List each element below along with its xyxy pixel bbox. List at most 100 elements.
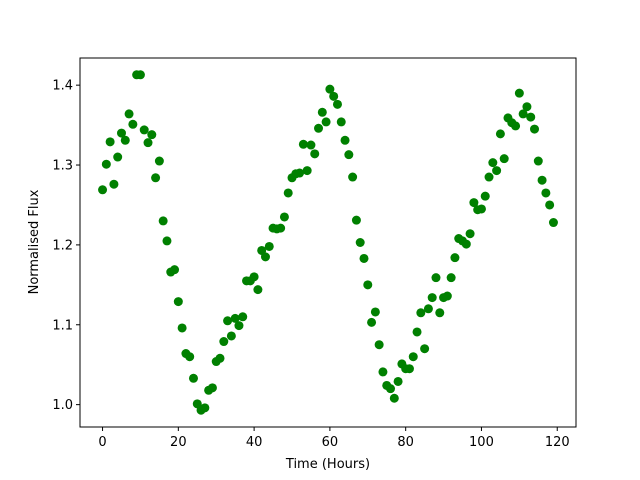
y-tick-label: 1.3 bbox=[52, 159, 73, 174]
data-point bbox=[427, 293, 437, 303]
data-point bbox=[480, 191, 490, 201]
data-point bbox=[185, 352, 195, 362]
data-point bbox=[151, 173, 161, 183]
x-tick-label: 100 bbox=[469, 435, 494, 450]
data-point bbox=[260, 252, 270, 262]
data-point bbox=[537, 175, 547, 185]
data-point bbox=[276, 223, 286, 233]
data-point bbox=[461, 239, 471, 249]
data-point bbox=[408, 352, 418, 362]
data-point bbox=[370, 307, 380, 317]
data-point bbox=[295, 168, 305, 178]
data-point bbox=[128, 119, 138, 129]
data-point bbox=[488, 158, 498, 168]
data-point bbox=[389, 393, 399, 403]
data-point bbox=[363, 280, 373, 290]
x-axis-label: Time (Hours) bbox=[285, 457, 370, 472]
data-point bbox=[234, 321, 244, 331]
data-point bbox=[143, 138, 153, 148]
data-point bbox=[264, 241, 274, 251]
data-point bbox=[351, 215, 361, 225]
data-point bbox=[325, 84, 335, 94]
data-point bbox=[533, 156, 543, 166]
data-point bbox=[465, 229, 475, 239]
data-point bbox=[416, 308, 426, 318]
data-point bbox=[340, 135, 350, 145]
data-point bbox=[526, 112, 536, 122]
x-tick-label: 80 bbox=[397, 435, 414, 450]
data-point bbox=[139, 125, 149, 135]
data-point bbox=[492, 166, 502, 176]
data-point bbox=[530, 124, 540, 134]
data-point bbox=[336, 117, 346, 127]
x-tick-label: 60 bbox=[322, 435, 339, 450]
data-point bbox=[317, 107, 327, 117]
data-point bbox=[348, 172, 358, 182]
data-point bbox=[518, 109, 528, 119]
data-point bbox=[230, 313, 240, 323]
data-point bbox=[177, 323, 187, 333]
data-point bbox=[514, 88, 524, 98]
data-point bbox=[431, 273, 441, 283]
data-point bbox=[223, 316, 233, 326]
data-point bbox=[469, 198, 479, 208]
data-point bbox=[511, 121, 521, 131]
data-point bbox=[124, 109, 134, 119]
data-point bbox=[545, 200, 555, 210]
data-point bbox=[548, 218, 558, 228]
data-point bbox=[314, 123, 324, 133]
data-point bbox=[367, 317, 377, 327]
data-point bbox=[321, 117, 331, 127]
data-point bbox=[147, 130, 157, 140]
data-point bbox=[446, 273, 456, 283]
data-point bbox=[154, 156, 164, 166]
data-point bbox=[298, 139, 308, 149]
y-tick-label: 1.2 bbox=[52, 238, 73, 253]
data-point bbox=[450, 253, 460, 263]
data-point bbox=[476, 204, 486, 214]
data-point bbox=[113, 152, 123, 162]
data-point bbox=[188, 373, 198, 383]
data-point bbox=[226, 331, 236, 341]
data-point bbox=[355, 238, 365, 247]
data-point bbox=[359, 253, 369, 263]
data-point bbox=[499, 154, 509, 164]
x-tick-label: 0 bbox=[98, 435, 106, 450]
data-point bbox=[302, 166, 312, 176]
data-point bbox=[283, 188, 293, 198]
data-point bbox=[200, 403, 210, 413]
data-point bbox=[423, 304, 433, 314]
data-point bbox=[344, 150, 354, 160]
data-point bbox=[393, 376, 403, 386]
data-point bbox=[162, 236, 172, 246]
data-point bbox=[386, 384, 396, 394]
y-tick-label: 1.0 bbox=[52, 398, 73, 413]
y-tick-label: 1.1 bbox=[52, 318, 73, 333]
data-point bbox=[253, 285, 263, 295]
data-point bbox=[484, 172, 494, 182]
x-tick-label: 20 bbox=[170, 435, 187, 450]
data-point bbox=[310, 149, 320, 159]
data-point bbox=[120, 135, 130, 145]
data-point bbox=[329, 91, 339, 101]
data-point bbox=[170, 265, 180, 275]
data-point bbox=[306, 140, 316, 150]
data-point bbox=[219, 337, 229, 347]
data-point bbox=[279, 212, 289, 222]
data-point bbox=[332, 99, 342, 109]
data-point bbox=[109, 179, 119, 189]
data-point bbox=[173, 297, 183, 307]
data-point bbox=[98, 185, 108, 195]
data-point bbox=[442, 291, 452, 301]
data-point bbox=[420, 344, 430, 354]
data-point bbox=[374, 340, 384, 350]
plot-frame bbox=[79, 57, 577, 428]
x-tick-label: 40 bbox=[246, 435, 263, 450]
x-tick-label: 120 bbox=[545, 435, 570, 450]
y-tick-label: 1.4 bbox=[52, 79, 73, 94]
data-point bbox=[378, 367, 388, 377]
data-point bbox=[105, 137, 115, 147]
data-point bbox=[522, 102, 532, 112]
